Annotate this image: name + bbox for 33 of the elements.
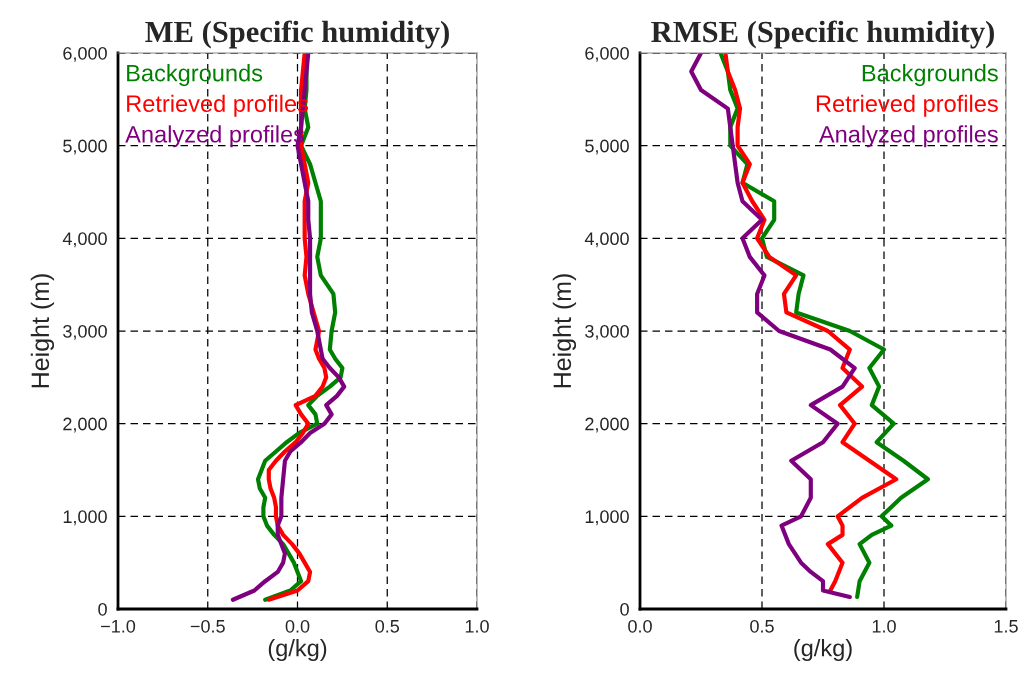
text: Backgrounds xyxy=(862,64,998,87)
x-axis-title: (g/kg) xyxy=(268,639,327,662)
x-tick-label: 0.0 xyxy=(285,619,310,633)
y-axis-title: Height (m) xyxy=(30,274,55,388)
x-tick-label: 1.0 xyxy=(872,619,896,633)
y-tick-label: 4,000 xyxy=(584,232,629,248)
y-tick-label: 0 xyxy=(98,602,107,616)
y-tick-label: 3,000 xyxy=(585,324,629,340)
y-tick-label: 3,000 xyxy=(63,324,107,340)
y-axis-title: Height (m) xyxy=(552,274,577,388)
x-tick-label: 1.5 xyxy=(994,620,1018,633)
y-tick-label: 5,000 xyxy=(63,139,107,155)
text: Retrieved profiles xyxy=(816,94,998,117)
y-tick-label: 1,000 xyxy=(63,510,107,526)
x-tick-label: 0.5 xyxy=(375,619,400,633)
chart-title: RMSE (Specific humidity) xyxy=(651,20,994,49)
y-tick-label: 5,000 xyxy=(585,139,629,155)
x-axis-title: (g/kg) xyxy=(794,639,852,662)
y-tick-label: 2,000 xyxy=(63,417,107,433)
x-tick-label: 0.5 xyxy=(750,619,774,633)
x-tick-label: 1.0 xyxy=(465,619,489,633)
y-tick-label: 1,000 xyxy=(585,510,629,526)
y-tick-label: 0 xyxy=(620,602,629,616)
series-label: Backgrounds xyxy=(127,64,263,87)
x-tick-label: −1.0 xyxy=(101,619,136,633)
y-tick-label: 2,000 xyxy=(585,417,629,433)
chart-title: ME (Specific humidity) xyxy=(145,20,449,49)
text: Analyzed profiles xyxy=(818,125,998,148)
y-tick-label: 6,000 xyxy=(585,46,629,62)
x-tick-label: −0.5 xyxy=(190,619,225,633)
y-tick-label: 6,000 xyxy=(63,46,107,62)
x-tick-label: 0.0 xyxy=(628,619,652,633)
y-tick-label: 4,000 xyxy=(62,232,107,248)
